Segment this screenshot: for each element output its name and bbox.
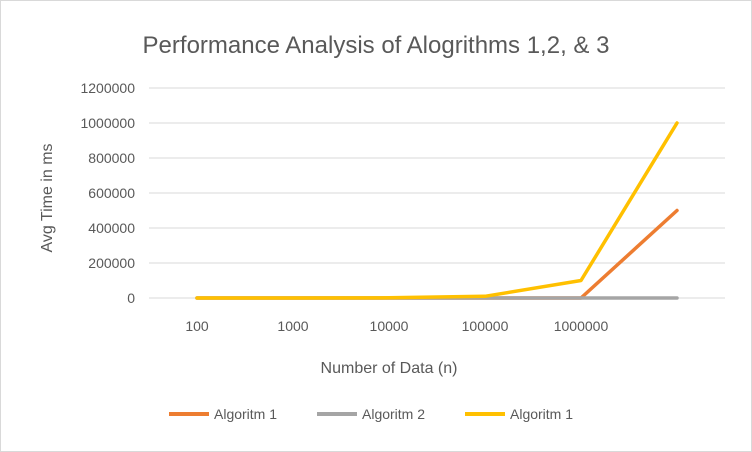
y-tick-label: 400000 — [88, 220, 135, 236]
chart-title: Performance Analysis of Alogrithms 1,2, … — [143, 32, 610, 59]
x-axis-title: Number of Data (n) — [321, 360, 458, 377]
y-tick-label: 600000 — [88, 185, 135, 201]
x-tick-label: 1000 — [277, 318, 308, 334]
x-tick-label: 1000000 — [554, 318, 609, 334]
legend: Algoritm 1 Algoritm 2 Algoritm 1 — [169, 406, 573, 422]
legend-label: Algoritm 2 — [362, 406, 425, 422]
x-tick-label: 100000 — [462, 318, 509, 334]
y-tick-label: 1000000 — [80, 115, 135, 131]
legend-label: Algoritm 1 — [214, 406, 277, 422]
gridlines — [149, 87, 725, 299]
x-tick-label: 100 — [185, 318, 209, 334]
legend-label: Algoritm 1 — [510, 406, 573, 422]
x-axis-tick-labels: 100 1000 10000 100000 1000000 — [185, 318, 608, 334]
series-lines — [195, 121, 679, 300]
y-axis-title: Avg Time in ms — [39, 143, 56, 252]
y-tick-label: 1200000 — [80, 80, 135, 96]
y-tick-label: 0 — [127, 290, 135, 306]
y-tick-label: 800000 — [88, 150, 135, 166]
y-axis-tick-labels: 0 200000 400000 600000 800000 1000000 1200000 — [80, 80, 135, 306]
y-tick-label: 200000 — [88, 255, 135, 271]
series-line-1 — [195, 208, 679, 300]
x-tick-label: 10000 — [370, 318, 409, 334]
series-line-3 — [195, 121, 679, 300]
